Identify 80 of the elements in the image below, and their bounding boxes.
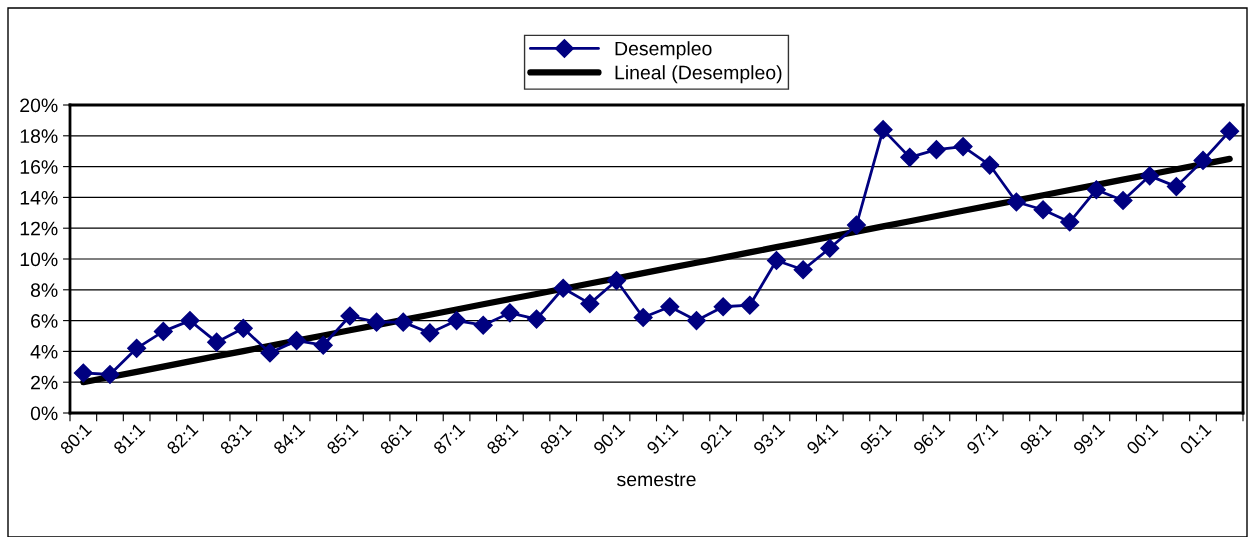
x-tick-label: 94:1 (805, 422, 839, 455)
point (766, 251, 786, 271)
point (73, 363, 93, 383)
x-tick-label: 95:1 (859, 422, 892, 455)
x-tick-label: 93:1 (752, 422, 786, 455)
y-tick-label: 4% (30, 344, 58, 359)
x-tick-label: 90:1 (592, 422, 626, 455)
point (820, 238, 840, 258)
point (1220, 121, 1240, 141)
point (1113, 190, 1133, 211)
point (1006, 192, 1026, 212)
point (660, 297, 680, 317)
x-tick-label: 91:1 (645, 422, 679, 455)
point (1086, 180, 1106, 200)
legend-label: Desempleo (615, 41, 712, 60)
y-tick-label: 20% (20, 98, 58, 113)
x-tick-label: 98:1 (1019, 422, 1052, 455)
y-tick-label: 16% (20, 160, 58, 174)
point (1033, 200, 1053, 220)
point (313, 335, 333, 355)
point (207, 332, 227, 352)
point (527, 309, 547, 329)
x-tick-label: 97:1 (965, 422, 999, 455)
point (1140, 166, 1160, 186)
x-tick-label: 87:1 (432, 422, 466, 455)
x-tick-label: 85:1 (325, 422, 359, 455)
point (233, 318, 253, 338)
point (606, 271, 627, 291)
x-tick-label: 83:1 (219, 422, 253, 455)
point (1060, 212, 1080, 232)
point (713, 297, 733, 317)
x-tick-label: 82:1 (166, 422, 199, 455)
point (100, 364, 120, 385)
point (393, 312, 413, 332)
x-tick-label: 81:1 (112, 422, 146, 455)
x-tick-label: 00:1 (1125, 422, 1159, 456)
y-tick-label: 14% (20, 190, 58, 205)
point (793, 260, 813, 280)
y-tick-label: 18% (20, 129, 58, 144)
point (367, 312, 387, 332)
point (153, 321, 173, 341)
point (500, 303, 520, 323)
point (980, 155, 1000, 175)
point (180, 311, 200, 331)
point (340, 306, 360, 326)
y-tick-label: 8% (30, 283, 58, 298)
point (900, 147, 920, 167)
point (633, 307, 653, 328)
point (926, 140, 946, 160)
x-tick-label: 80:1 (59, 422, 93, 455)
point (420, 323, 440, 343)
point (580, 294, 600, 314)
point (260, 343, 280, 363)
y-tick-label: 6% (31, 314, 58, 328)
x-tick-label: 01:1 (1179, 422, 1212, 456)
x-tick-label: 89:1 (539, 422, 572, 455)
point (287, 331, 307, 351)
point (953, 137, 973, 157)
point (473, 315, 493, 335)
y-tick-label: 10% (20, 252, 58, 267)
point (1193, 150, 1213, 170)
x-tick-label: 96:1 (912, 422, 946, 455)
x-tick-label: 92:1 (699, 422, 732, 455)
x-tick-label: 99:1 (1072, 422, 1106, 455)
x-tick-label: 84:1 (272, 422, 306, 455)
y-tick-label: 2% (31, 375, 58, 390)
point (1166, 177, 1186, 197)
x-tick-label: 88:1 (485, 422, 519, 455)
point (846, 215, 866, 235)
point (447, 311, 467, 331)
x-axis-title: semestre (617, 473, 696, 487)
x-tick-label: 86:1 (379, 422, 412, 455)
point (686, 311, 707, 331)
y-tick-label: 0% (30, 406, 58, 421)
point (873, 120, 893, 140)
point (127, 338, 147, 358)
point (553, 278, 573, 298)
legend-label: Lineal (Desempleo) (615, 65, 782, 84)
y-tick-label: 12% (20, 221, 58, 236)
point (740, 295, 760, 315)
